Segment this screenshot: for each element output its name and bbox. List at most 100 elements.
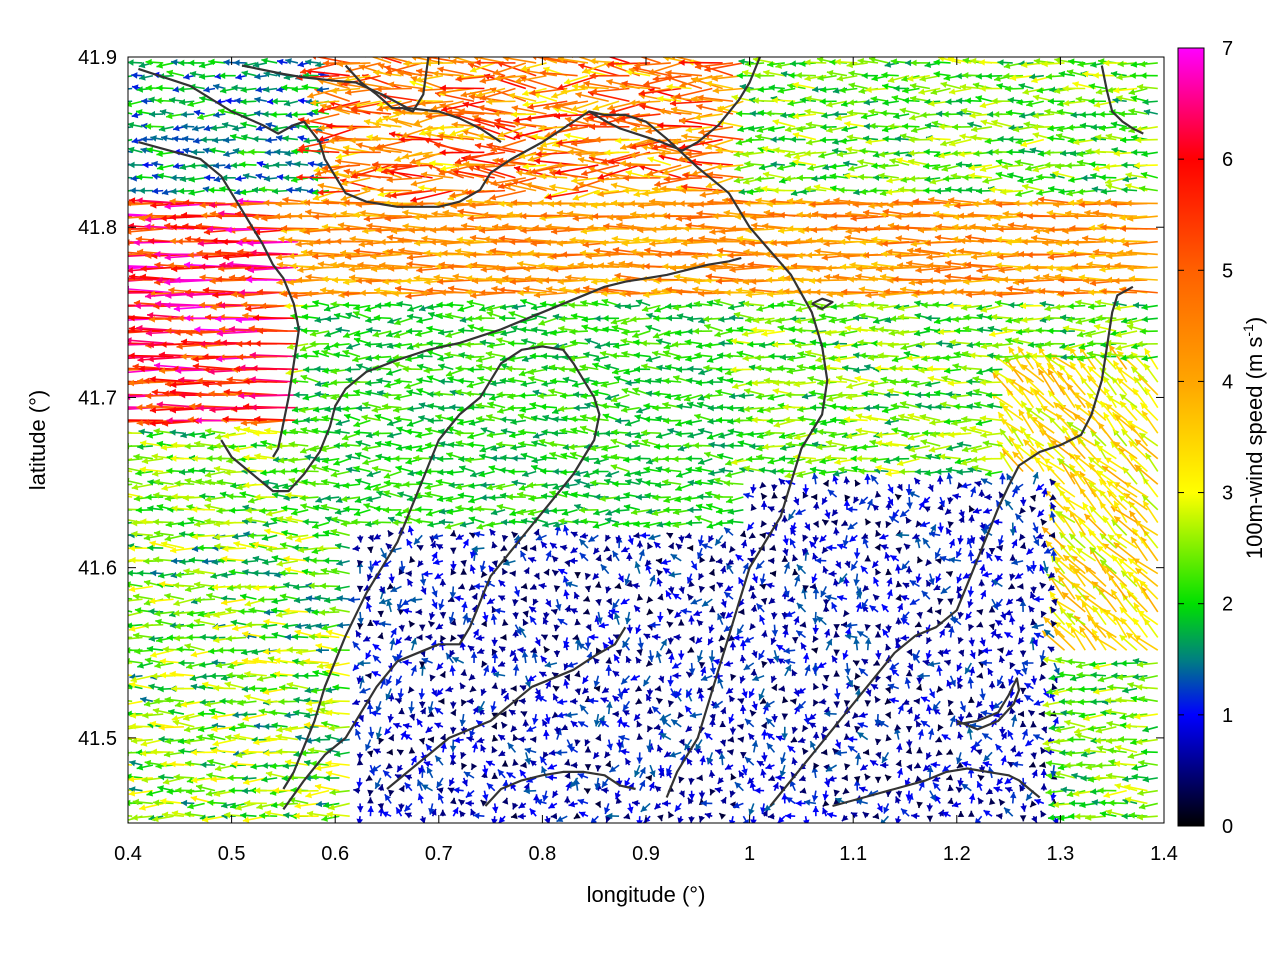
wind-vector <box>409 714 415 721</box>
wind-vector <box>419 701 426 708</box>
wind-vector <box>161 484 183 491</box>
wind-vector <box>165 696 184 703</box>
wind-vector <box>936 750 943 756</box>
wind-vector <box>348 596 360 603</box>
wind-vector <box>636 698 643 704</box>
wind-vector <box>880 816 888 825</box>
wind-vector <box>743 816 749 826</box>
wind-vector <box>968 624 974 631</box>
wind-vector <box>593 468 609 475</box>
wind-vector <box>698 459 712 465</box>
wind-vector <box>860 444 878 451</box>
wind-vector <box>470 686 477 692</box>
wind-vector <box>558 569 567 575</box>
wind-vector <box>738 609 744 616</box>
wind-vector <box>613 696 620 702</box>
wind-vector <box>873 577 879 586</box>
wind-vector <box>1008 762 1015 768</box>
wind-vector <box>731 774 737 781</box>
wind-vector <box>873 505 880 512</box>
wind-vector <box>377 633 383 640</box>
wind-vector <box>579 812 588 818</box>
wind-vector <box>760 574 766 585</box>
wind-vector <box>634 352 650 359</box>
wind-vector <box>720 707 726 714</box>
wind-vector <box>833 528 840 536</box>
wind-vector <box>518 736 526 743</box>
wind-vector <box>389 638 395 650</box>
wind-vector <box>666 648 673 654</box>
wind-vector <box>509 311 526 318</box>
wind-vector <box>1000 452 1013 471</box>
wind-vector <box>771 676 777 683</box>
wind-vector <box>564 759 570 766</box>
wind-vector <box>784 659 795 665</box>
wind-vector <box>163 778 184 785</box>
wind-vector <box>467 382 485 388</box>
wind-vector <box>498 770 505 778</box>
wind-vector <box>900 634 909 641</box>
wind-vector <box>530 736 536 743</box>
wind-vector <box>575 688 581 695</box>
wind-vector <box>530 616 536 624</box>
wind-vector <box>788 596 796 602</box>
wind-vector <box>482 791 488 801</box>
wind-vector <box>826 545 836 552</box>
wind-vector <box>500 493 516 500</box>
wind-vector <box>944 367 961 374</box>
wind-vector <box>875 530 881 537</box>
wind-vector <box>968 515 975 523</box>
wind-vector <box>853 712 860 718</box>
wind-vector <box>761 493 767 500</box>
wind-vector <box>410 597 422 604</box>
wind-vector <box>618 735 629 741</box>
wind-vector <box>687 545 693 552</box>
wind-vector <box>1012 761 1023 768</box>
wind-vector <box>1029 606 1035 613</box>
wind-vector <box>999 656 1005 663</box>
wind-vector <box>979 456 1002 463</box>
wind-vector <box>244 694 267 701</box>
wind-vector <box>832 656 838 663</box>
wind-vector <box>115 751 132 758</box>
wind-vector <box>867 499 873 510</box>
wind-vector <box>552 570 559 576</box>
wind-vector <box>414 518 432 525</box>
wind-vector <box>658 676 664 683</box>
wind-vector <box>679 739 685 746</box>
wind-vector <box>593 522 609 528</box>
wind-vector <box>655 685 662 691</box>
wind-vector <box>998 535 1004 545</box>
wind-vector <box>1075 733 1095 740</box>
wind-vector <box>644 816 651 823</box>
wind-vector <box>226 635 246 642</box>
wind-vector <box>482 765 488 775</box>
wind-vector <box>853 367 867 374</box>
wind-vector <box>637 541 644 548</box>
wind-vector <box>387 714 394 722</box>
wind-vector <box>414 535 422 544</box>
wind-vector <box>885 712 891 719</box>
wind-vector <box>760 482 767 488</box>
wind-vector <box>1005 778 1013 784</box>
wind-vector <box>728 508 744 514</box>
wind-vector <box>938 724 944 731</box>
wind-vector <box>842 775 848 782</box>
wind-vector <box>448 596 455 602</box>
wind-vector <box>791 736 798 742</box>
wind-vector <box>367 806 374 816</box>
wind-vector <box>744 663 754 670</box>
wind-vector <box>637 721 643 728</box>
wind-vector <box>804 665 810 676</box>
wind-vector <box>844 561 850 568</box>
wind-vector <box>1033 472 1039 484</box>
wind-vector <box>946 774 953 780</box>
wind-vector <box>385 727 392 735</box>
wind-vector <box>861 566 868 574</box>
wind-vector <box>594 547 600 554</box>
wind-vector <box>641 803 650 811</box>
wind-vector <box>990 629 996 637</box>
wind-vector <box>450 650 456 657</box>
wind-vector <box>617 717 623 727</box>
wind-vector <box>616 649 622 655</box>
